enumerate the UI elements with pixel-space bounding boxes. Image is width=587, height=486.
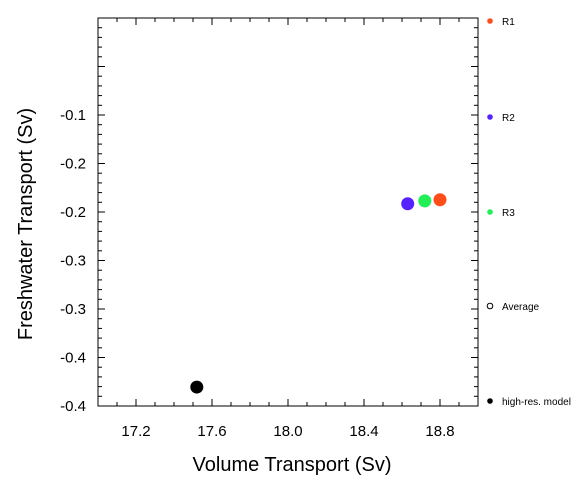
y-tick-label: -0.1: [60, 107, 86, 124]
legend-marker-high-res-model: [487, 398, 493, 404]
x-tick-label: 18.0: [273, 423, 302, 440]
legend-marker-r3: [487, 209, 493, 215]
data-point-high-res-model: [190, 380, 204, 394]
y-tick-label: -0.4: [60, 350, 86, 367]
x-tick-label: 18.8: [425, 423, 454, 440]
y-axis-title: Freshwater Transport (Sv): [15, 108, 37, 340]
y-tick-label: -0.4: [60, 398, 86, 415]
x-axis-title: Volume Transport (Sv): [193, 454, 392, 476]
legend-marker-r1: [487, 18, 493, 24]
x-tick-label: 18.4: [349, 423, 378, 440]
y-tick-label: -0.2: [60, 156, 86, 173]
tick-labels: 17.2 17.6 18.0 18.4 18.8 -0.1 -0.2 -0.2 -0.3 -0.3…: [60, 107, 454, 440]
legend-label-high-res-model: high-res. model: [502, 397, 571, 408]
data-point-r1: [433, 193, 447, 207]
data-point-r3: [418, 194, 432, 208]
legend-label-r3: R3: [502, 208, 515, 219]
legend-label-r2: R2: [502, 113, 515, 124]
plot-frame: [97, 17, 479, 407]
legend: R1 R2 R3 Average high-res. model: [486, 17, 571, 408]
y-tick-label: -0.3: [60, 301, 86, 318]
legend-marker-average: [486, 302, 494, 310]
y-tick-label: -0.2: [60, 204, 86, 221]
legend-label-r1: R1: [502, 17, 515, 28]
plot-border: [97, 17, 479, 407]
data-points: [190, 193, 447, 394]
x-tick-label: 17.6: [197, 423, 226, 440]
axis-ticks: [97, 17, 479, 407]
legend-label-average: Average: [502, 302, 540, 313]
x-tick-label: 17.2: [121, 423, 150, 440]
data-point-r2: [401, 197, 415, 211]
y-tick-label: -0.3: [60, 253, 86, 270]
legend-marker-r2: [487, 114, 493, 120]
